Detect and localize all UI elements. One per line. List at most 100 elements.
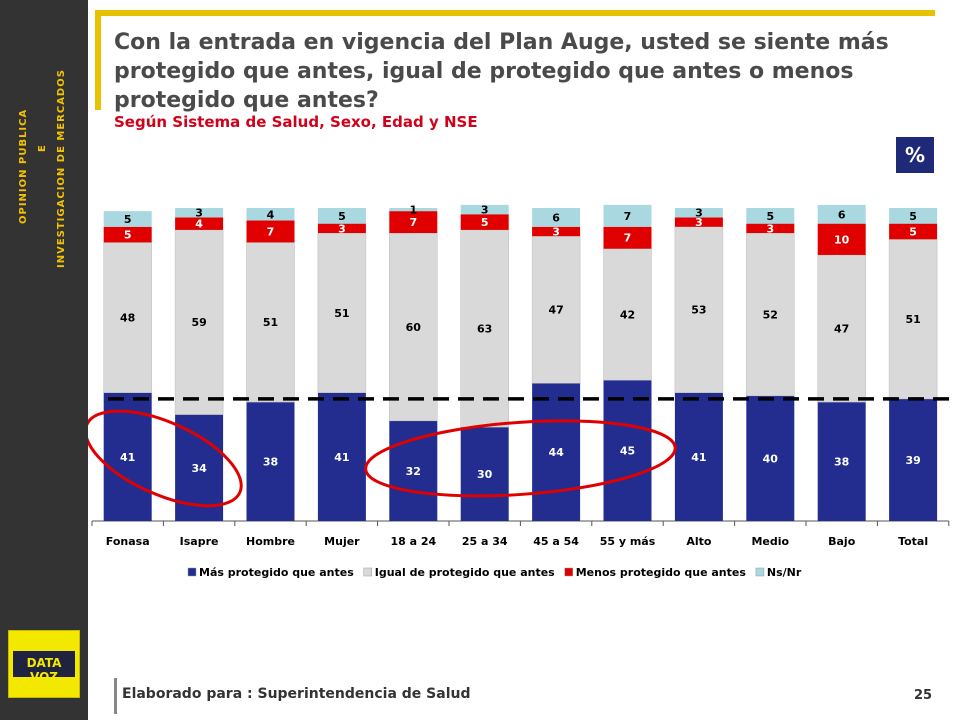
legend-swatch [564, 567, 573, 577]
footer-divider [114, 678, 117, 714]
data-label: 7 [624, 210, 632, 223]
bar-segment-4 [603, 204, 652, 227]
data-label: 42 [620, 308, 635, 321]
data-label: 32 [406, 465, 421, 478]
legend-label: Ns/Nr [767, 566, 802, 579]
bar-segment-3 [103, 226, 152, 243]
data-label: 5 [909, 225, 917, 238]
data-label: 3 [481, 204, 489, 217]
x-tick-label: Medio [751, 535, 789, 548]
bar-segment-2 [531, 235, 581, 384]
bar-segment-2 [746, 232, 795, 397]
bar-segment-2 [888, 239, 938, 400]
bar-segment-4 [389, 208, 438, 212]
data-label: 60 [406, 321, 422, 334]
data-label: 1 [409, 204, 417, 217]
x-tick-label: 55 y más [600, 535, 656, 548]
bar-segment-4 [103, 211, 152, 227]
data-label: 5 [124, 213, 132, 226]
footer-credit: Elaborado para : Superintendencia de Sal… [122, 686, 471, 702]
data-label: 53 [691, 304, 706, 317]
bar-segment-3 [175, 217, 224, 230]
data-label: 4 [195, 218, 203, 231]
x-tick-label: Hombre [246, 535, 295, 548]
data-label: 38 [263, 456, 278, 469]
bar-segment-1 [389, 420, 438, 521]
bar-segment-3 [674, 217, 723, 227]
bar-segment-4 [889, 208, 938, 224]
x-tick-label: Alto [686, 535, 712, 548]
bar-segment-2 [103, 242, 152, 393]
x-tick-label: Fonasa [106, 535, 150, 548]
page-subtitle: Según Sistema de Salud, Sexo, Edad y NSE [114, 113, 478, 131]
bar-segment-3 [532, 226, 581, 237]
data-label: 41 [120, 451, 135, 464]
highlight-ellipse [364, 419, 677, 498]
data-label: 7 [267, 225, 275, 238]
data-label: 41 [334, 451, 349, 464]
data-label: 52 [763, 308, 778, 321]
bar-segment-3 [317, 223, 366, 234]
bar-segment-2 [317, 232, 367, 393]
data-label: 4 [267, 208, 275, 221]
data-label: 59 [191, 316, 206, 329]
header-rule [95, 10, 935, 16]
logo-text: DATA VOZ [26, 656, 62, 684]
page-number: 25 [914, 688, 933, 703]
data-label: 6 [838, 208, 846, 221]
highlight-ellipse [88, 409, 243, 508]
datavoz-logo: DATA VOZ [8, 630, 80, 698]
data-label: 3 [695, 207, 703, 220]
bar-segment-3 [817, 223, 866, 255]
data-label: 51 [334, 307, 349, 320]
data-label: 30 [477, 468, 493, 481]
bar-segment-2 [174, 229, 224, 415]
legend-swatch [755, 567, 765, 577]
percent-badge: % [896, 137, 934, 173]
bar-segment-2 [603, 248, 652, 381]
data-label: 38 [834, 456, 849, 469]
bar-segment-3 [746, 223, 795, 234]
data-label: 47 [834, 323, 849, 336]
header-accent [95, 10, 101, 110]
x-tick-label: 25 a 34 [462, 535, 508, 548]
bar-segment-4 [175, 208, 224, 218]
bar-segment-2 [246, 242, 295, 403]
bar-segment-3 [603, 226, 652, 249]
data-label: 40 [763, 452, 779, 465]
data-label: 47 [548, 304, 563, 317]
data-label: 7 [409, 216, 417, 229]
x-tick-label: Bajo [828, 535, 856, 548]
bar-segment-2 [389, 232, 438, 422]
data-label: 5 [909, 210, 917, 223]
data-label: 5 [124, 229, 132, 242]
x-tick-label: Isapre [180, 535, 219, 548]
sidebar: OPINION PUBLICA E INVESTIGACION DE MERCA… [0, 0, 88, 720]
bar-segment-4 [246, 208, 295, 221]
data-label: 41 [691, 451, 706, 464]
stacked-bar-chart: 414855Fonasa345943Isapre385174Hombre4151… [88, 204, 954, 579]
bar-segment-4 [532, 208, 581, 227]
bar-segment-1 [532, 383, 581, 521]
data-label: 5 [338, 210, 346, 223]
x-tick-label: Mujer [324, 535, 360, 548]
data-label: 48 [120, 312, 135, 325]
sidebar-line-2: E [37, 144, 48, 152]
sidebar-caption: OPINION PUBLICA E INVESTIGACION DE MERCA… [0, 0, 88, 360]
data-label: 3 [552, 225, 560, 238]
legend-label: Más protegido que antes [199, 566, 354, 579]
bar-segment-3 [460, 214, 509, 230]
data-label: 39 [905, 454, 920, 467]
logo-plate: DATA VOZ [13, 651, 75, 684]
bar-segment-4 [746, 208, 795, 224]
bar-segment-1 [889, 398, 938, 521]
data-label: 3 [695, 216, 703, 229]
data-label: 3 [195, 207, 203, 220]
sidebar-line-1: OPINION PUBLICA [18, 108, 29, 224]
data-label: 51 [905, 313, 920, 326]
data-label: 34 [191, 462, 207, 475]
bar-segment-1 [746, 395, 795, 521]
bar-segment-1 [817, 402, 866, 521]
bar-segment-3 [889, 223, 938, 240]
data-label: 3 [766, 222, 774, 235]
